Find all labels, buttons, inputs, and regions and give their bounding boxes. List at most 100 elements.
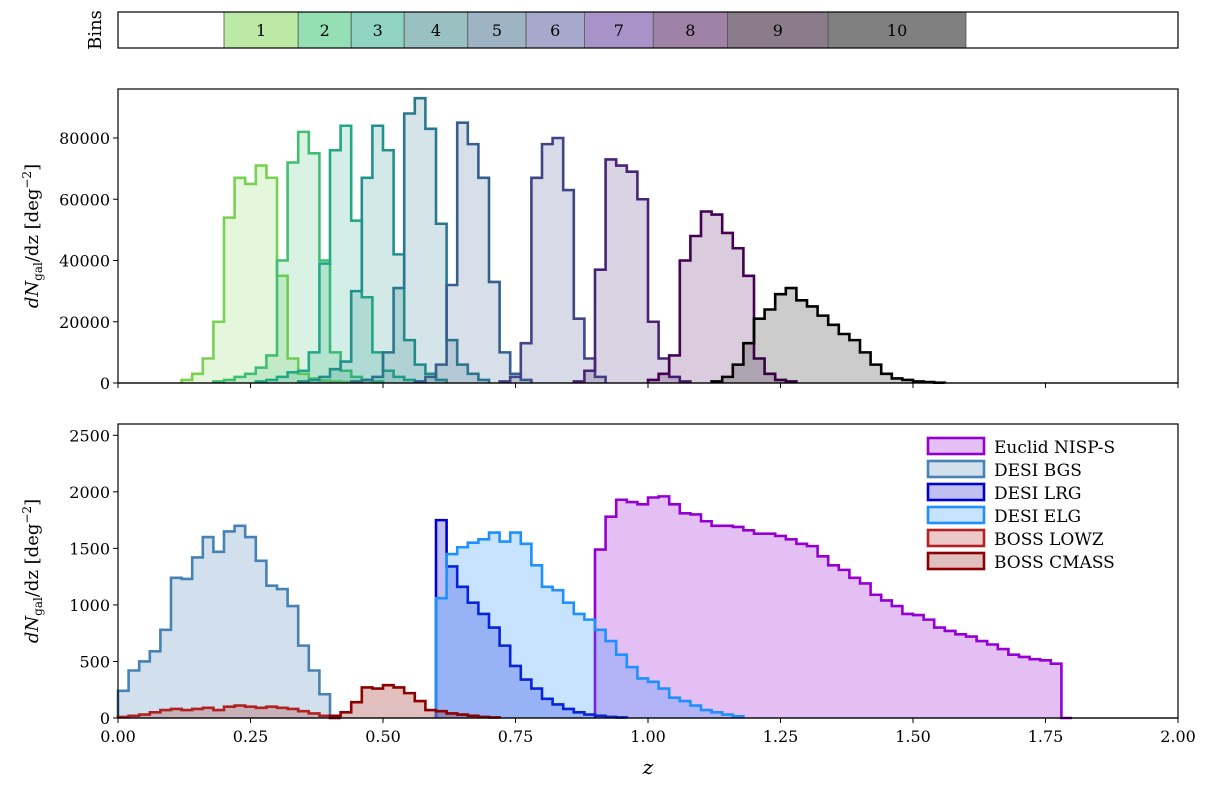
- bins-strip-frame: [117, 11, 1179, 49]
- y-tick-label: 60000: [59, 190, 110, 209]
- series-line-7: [498, 136, 607, 383]
- legend-swatch: [926, 482, 986, 502]
- series-line-2: [116, 524, 341, 720]
- series-line-3: [254, 124, 417, 383]
- ylabel-sub: gal: [31, 262, 45, 281]
- series-line-4: [434, 531, 745, 718]
- series-line-6: [328, 683, 501, 719]
- legend-label: BOSS CMASS: [994, 553, 1115, 573]
- series-fill-3: [255, 125, 415, 383]
- ylabel-sup: −2: [20, 506, 34, 524]
- x-tick-label: 1.50: [895, 727, 931, 746]
- legend-swatch: [926, 505, 986, 525]
- y-tick-label: 0: [100, 374, 110, 393]
- bin-label-8: 8: [685, 21, 695, 40]
- y-tick-label: 0: [100, 709, 110, 728]
- bin-label-4: 4: [431, 21, 441, 40]
- legend: Euclid NISP-S DESI BGS DESI LRG DESI ELG BOS…: [926, 436, 1115, 573]
- legend-swatch: [926, 551, 986, 571]
- tomographic-bins-series: [118, 96, 1178, 384]
- surveys-yticks: 0 500 1000 1500 2000 2500: [69, 426, 118, 728]
- legend-swatch: [926, 528, 986, 548]
- x-tick-label: 2.00: [1160, 727, 1196, 746]
- bins-strip-ylabel: Bins: [85, 10, 106, 50]
- x-tick-label: 1.00: [630, 727, 666, 746]
- legend-label: DESI ELG: [994, 507, 1081, 527]
- y-tick-label: 2500: [69, 426, 110, 445]
- series-fill-9: [648, 211, 797, 383]
- series-line-6: [413, 121, 533, 383]
- y-tick-label: 2000: [69, 483, 110, 502]
- bin-label-7: 7: [614, 21, 624, 40]
- bin-label-3: 3: [373, 21, 383, 40]
- bin-label-2: 2: [320, 21, 330, 40]
- y-tick-label: 500: [79, 652, 110, 671]
- series-fill-4: [436, 532, 744, 718]
- bin-cell-10: [827, 11, 967, 49]
- y-tick-label: 80000: [59, 129, 110, 148]
- ylabel-tail: /dz [deg: [22, 189, 43, 263]
- x-axis-label: z: [642, 755, 654, 779]
- x-tick-label: 0.25: [233, 727, 269, 746]
- series-fill-2: [213, 131, 383, 383]
- series-line-5: [116, 704, 341, 720]
- series-line-8: [572, 158, 692, 383]
- tomographic-bins-panel: 0 20000 40000 60000 80000 dNgal/dz [deg−2]: [20, 88, 1179, 393]
- series-line-10: [710, 286, 947, 384]
- tomographic-bins-ylabel: dNgal/dz [deg−2]: [20, 164, 45, 308]
- y-tick-label: 1000: [69, 596, 110, 615]
- series-fill-1: [595, 496, 1072, 718]
- series-fill-2: [118, 525, 341, 718]
- y-tick-label: 1500: [69, 539, 110, 558]
- tomographic-bins-yticks: 0 20000 40000 60000 80000: [59, 129, 118, 393]
- series-fill-7: [499, 138, 606, 383]
- legend-label: Euclid NISP-S: [994, 438, 1115, 458]
- series-fill-10: [711, 288, 945, 383]
- x-tick-label: 0.50: [365, 727, 401, 746]
- bin-label-1: 1: [256, 21, 266, 40]
- bin-cell-8: [652, 11, 728, 49]
- legend-swatch: [926, 436, 986, 456]
- surveys-panel: 0 500 1000 1500 2000 2500 0.00 0.25 0.50 0.75 1.0…: [20, 423, 1196, 779]
- y-tick-label: 20000: [59, 313, 110, 332]
- surveys-ylabel: dNgal/dz [deg−2]: [20, 499, 45, 643]
- tomographic-bins-xticks: [117, 383, 1179, 388]
- bin-label-9: 9: [773, 21, 783, 40]
- legend-label: DESI LRG: [994, 484, 1081, 504]
- series-fill-6: [414, 122, 532, 383]
- x-tick-label: 1.25: [763, 727, 799, 746]
- ylabel-sub: gal: [31, 597, 45, 616]
- series-line-2: [212, 130, 385, 383]
- bin-cell-6: [525, 11, 585, 49]
- ylabel-main: dN: [22, 615, 43, 644]
- x-tick-label: 1.75: [1028, 727, 1064, 746]
- ylabel-main: dN: [22, 280, 43, 309]
- bins-strip-cells: 1 2 3 4 5 6 7 8 9 10: [223, 11, 967, 49]
- surveys-series: [116, 495, 1178, 720]
- series-line-1: [593, 495, 1072, 720]
- bin-label-10: 10: [887, 21, 907, 40]
- series-line-1: [180, 164, 353, 384]
- ylabel-end: ]: [22, 164, 43, 171]
- series-line-5: [349, 96, 491, 383]
- bins-strip-panel: 1 2 3 4 5 6 7 8 9 10 Bins: [85, 10, 1179, 50]
- series-fill-8: [573, 159, 691, 383]
- surveys-xticks: 0.00 0.25 0.50 0.75 1.00 1.25 1.50 1.75 2.00: [100, 718, 1196, 746]
- bin-cell-1: [223, 11, 299, 49]
- series-line-9: [646, 210, 798, 383]
- y-tick-label: 40000: [59, 252, 110, 271]
- ylabel-end: ]: [22, 499, 43, 506]
- series-line-3: [434, 518, 629, 719]
- bin-cell-2: [297, 11, 352, 49]
- legend-label: DESI BGS: [994, 461, 1082, 481]
- x-tick-label: 0.00: [100, 727, 136, 746]
- legend-swatch: [926, 459, 986, 479]
- bin-label-6: 6: [550, 21, 560, 40]
- ylabel-sup: −2: [20, 171, 34, 189]
- legend-label: BOSS LOWZ: [994, 530, 1104, 550]
- ylabel-tail: /dz [deg: [22, 524, 43, 598]
- x-tick-label: 0.75: [498, 727, 534, 746]
- series-line-4: [296, 124, 448, 383]
- bin-label-5: 5: [492, 21, 502, 40]
